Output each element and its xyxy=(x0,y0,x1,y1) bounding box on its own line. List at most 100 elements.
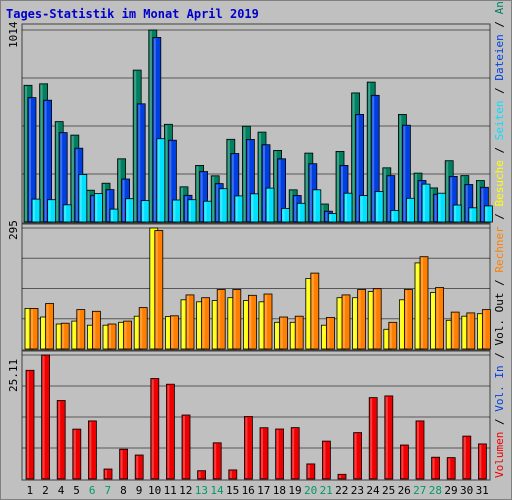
x-label-21: 21 xyxy=(320,484,333,497)
bar-highlight xyxy=(372,96,375,221)
x-label-13: 13 xyxy=(195,484,208,497)
bar-highlight xyxy=(454,206,457,221)
legend-item: Vol. In xyxy=(493,365,506,418)
bar-seiten-13 xyxy=(203,200,213,223)
bar-rechner-8 xyxy=(123,320,132,350)
bar-volumen-29 xyxy=(446,457,456,480)
bar-highlight xyxy=(149,31,152,221)
bar-seiten-25 xyxy=(390,209,400,223)
bar-rechner-5 xyxy=(76,309,86,350)
bar-highlight xyxy=(64,205,67,221)
bar-highlight xyxy=(354,433,357,478)
bar-volumen-25 xyxy=(384,395,394,480)
bar-volumen-21 xyxy=(321,440,331,480)
bar-highlight xyxy=(105,470,107,478)
bar-highlight xyxy=(233,290,236,348)
bar-seiten-24 xyxy=(374,191,384,223)
bar-highlight xyxy=(263,145,265,221)
bar-highlight xyxy=(151,379,154,478)
x-label-25: 25 xyxy=(382,484,395,497)
bar-seiten-1 xyxy=(31,198,41,223)
bar-highlight xyxy=(280,318,283,348)
bar-highlight xyxy=(109,325,111,348)
bar-highlight xyxy=(107,190,109,221)
bar-rechner-20 xyxy=(310,272,320,350)
bar-highlight xyxy=(124,322,127,348)
bar-highlight xyxy=(218,290,221,348)
bar-highlight xyxy=(103,184,105,221)
bar-highlight xyxy=(88,326,91,348)
bar-highlight xyxy=(249,296,252,348)
bar-highlight xyxy=(306,279,309,348)
bar-highlight xyxy=(421,257,423,348)
bar-highlight xyxy=(368,83,371,221)
x-label-27: 27 xyxy=(413,484,426,497)
bar-highlight xyxy=(322,326,325,348)
bar-volumen-14 xyxy=(212,442,222,480)
bar-highlight xyxy=(95,194,98,221)
legend-item: / xyxy=(493,147,506,160)
bar-highlight xyxy=(173,201,176,221)
bar-highlight xyxy=(26,309,28,348)
bar-highlight xyxy=(282,209,285,221)
bar-volumen-16 xyxy=(243,416,253,480)
bar-highlight xyxy=(138,104,141,221)
bar-rechner-6 xyxy=(92,310,101,350)
bar-highlight xyxy=(275,323,278,348)
bar-highlight xyxy=(401,446,404,478)
bar-highlight xyxy=(387,176,390,221)
x-label-22: 22 xyxy=(335,484,348,497)
top-axis-max-label: 1014 xyxy=(7,21,20,48)
bar-highlight xyxy=(339,475,341,478)
legend-item: Anfragen xyxy=(493,0,506,21)
bar-volumen-9 xyxy=(134,454,144,480)
bars xyxy=(23,29,493,480)
x-label-8: 8 xyxy=(120,484,127,497)
bar-highlight xyxy=(370,398,373,478)
x-label-1: 1 xyxy=(26,484,33,497)
bar-highlight xyxy=(376,192,379,221)
x-label-6: 6 xyxy=(89,484,96,497)
bar-seiten-4 xyxy=(62,204,72,223)
legend-item: / xyxy=(493,418,506,431)
bar-highlight xyxy=(111,210,113,221)
x-label-15: 15 xyxy=(226,484,239,497)
bar-highlight xyxy=(153,38,156,222)
bar-volumen-28 xyxy=(431,456,441,480)
bar-volumen-6 xyxy=(88,420,97,480)
x-label-7: 7 xyxy=(104,484,111,497)
x-label-12: 12 xyxy=(179,484,192,497)
bar-highlight xyxy=(89,421,92,478)
bar-seiten-31 xyxy=(483,205,493,223)
bar-highlight xyxy=(245,417,248,478)
bar-highlight xyxy=(261,428,263,478)
bar-highlight xyxy=(374,289,377,348)
bar-highlight xyxy=(46,304,49,348)
bar-volumen-4 xyxy=(56,400,66,480)
bar-highlight xyxy=(41,318,44,348)
bar-highlight xyxy=(309,164,312,221)
bar-highlight xyxy=(182,300,184,348)
bar-rechner-14 xyxy=(216,289,226,350)
bar-highlight xyxy=(337,152,339,221)
bar-highlight xyxy=(48,200,51,221)
bar-seiten-6 xyxy=(94,193,103,223)
bar-rechner-4 xyxy=(60,322,70,350)
bar-highlight xyxy=(407,199,410,221)
bar-highlight xyxy=(452,313,455,348)
bar-highlight xyxy=(447,321,450,348)
bar-seiten-23 xyxy=(359,195,369,223)
bar-highlight xyxy=(400,300,403,348)
bar-highlight xyxy=(197,302,200,348)
bar-highlight xyxy=(436,288,439,348)
bar-highlight xyxy=(353,298,356,348)
bar-highlight xyxy=(57,325,60,348)
x-label-2: 2 xyxy=(42,484,49,497)
bar-seiten-19 xyxy=(296,202,306,223)
bar-seiten-26 xyxy=(405,197,415,223)
bar-rechner-24 xyxy=(372,288,382,350)
bar-rechner-25 xyxy=(388,321,398,350)
bar-highlight xyxy=(214,443,217,478)
bar-highlight xyxy=(260,302,262,348)
bar-highlight xyxy=(77,310,80,348)
